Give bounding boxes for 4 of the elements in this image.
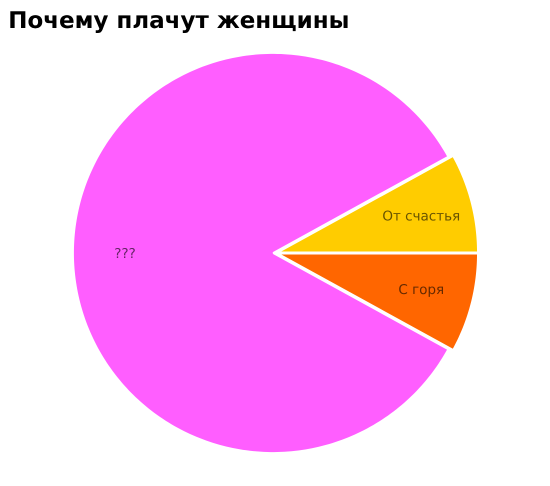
- chart-title: Почему плачут женщины: [10, 11, 348, 33]
- slice-label: От счастья: [383, 210, 460, 221]
- slice-label: С горя: [399, 284, 443, 297]
- slice-label: ???: [115, 248, 135, 258]
